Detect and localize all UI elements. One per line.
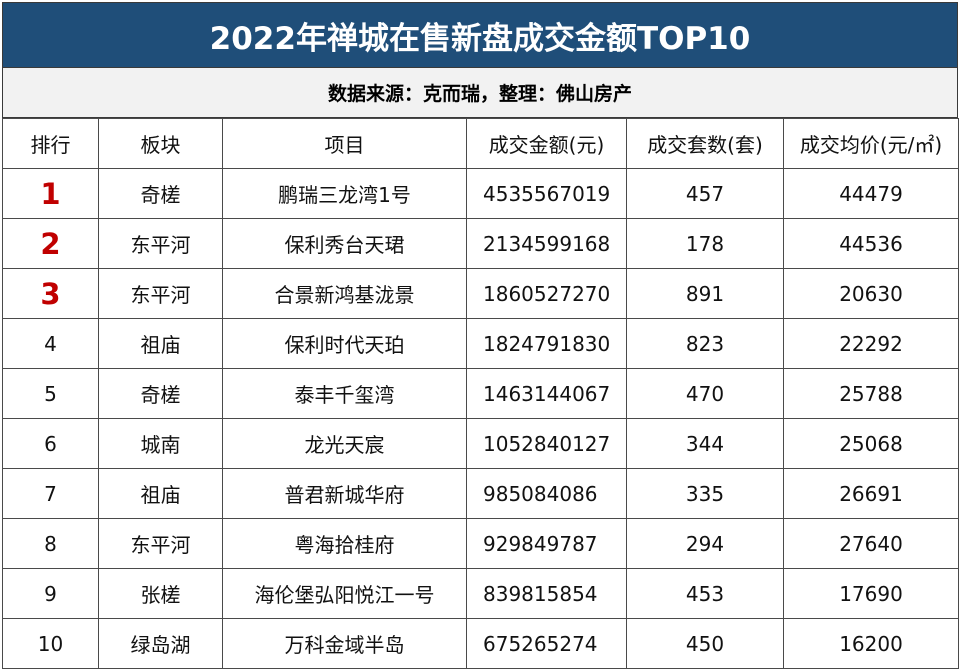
units-cell: 453 — [626, 568, 784, 619]
table-row: 9 张槎 海伦堡弘阳悦江一号 839815854 453 17690 — [2, 568, 959, 619]
header-rank: 排行 — [2, 118, 99, 169]
table-row: 4 祖庙 保利时代天珀 1824791830 823 22292 — [2, 318, 959, 369]
price-cell: 20630 — [783, 268, 959, 319]
table-row: 1 奇槎 鹏瑞三龙湾1号 4535567019 457 44479 — [2, 168, 959, 219]
rank-cell: 3 — [2, 268, 99, 319]
project-cell: 普君新城华府 — [222, 468, 467, 519]
project-cell: 万科金域半岛 — [222, 618, 467, 669]
table-row: 10 绿岛湖 万科金域半岛 675265274 450 16200 — [2, 618, 959, 669]
price-cell: 26691 — [783, 468, 959, 519]
project-cell: 保利时代天珀 — [222, 318, 467, 369]
header-project: 项目 — [222, 118, 467, 169]
amount-cell: 839815854 — [466, 568, 627, 619]
district-cell: 祖庙 — [98, 468, 223, 519]
price-cell: 27640 — [783, 518, 959, 569]
units-cell: 450 — [626, 618, 784, 669]
rank-cell: 5 — [2, 368, 99, 419]
rank-cell: 2 — [2, 218, 99, 269]
amount-cell: 2134599168 — [466, 218, 627, 269]
amount-cell: 675265274 — [466, 618, 627, 669]
table-row: 5 奇槎 泰丰千玺湾 1463144067 470 25788 — [2, 368, 959, 419]
project-cell: 保利秀台天珺 — [222, 218, 467, 269]
district-cell: 祖庙 — [98, 318, 223, 369]
table-title: 2022年禅城在售新盘成交金额TOP10 — [2, 2, 958, 68]
rank-cell: 10 — [2, 618, 99, 669]
amount-cell: 1824791830 — [466, 318, 627, 369]
project-cell: 鹏瑞三龙湾1号 — [222, 168, 467, 219]
price-cell: 25788 — [783, 368, 959, 419]
units-cell: 470 — [626, 368, 784, 419]
rank-cell: 8 — [2, 518, 99, 569]
header-district: 板块 — [98, 118, 223, 169]
project-cell: 海伦堡弘阳悦江一号 — [222, 568, 467, 619]
amount-cell: 1463144067 — [466, 368, 627, 419]
table-row: 2 东平河 保利秀台天珺 2134599168 178 44536 — [2, 218, 959, 269]
rank-cell: 6 — [2, 418, 99, 469]
district-cell: 城南 — [98, 418, 223, 469]
rank-cell: 1 — [2, 168, 99, 219]
units-cell: 294 — [626, 518, 784, 569]
amount-cell: 4535567019 — [466, 168, 627, 219]
price-cell: 17690 — [783, 568, 959, 619]
price-cell: 44479 — [783, 168, 959, 219]
project-cell: 泰丰千玺湾 — [222, 368, 467, 419]
table-row: 3 东平河 合景新鸿基泷景 1860527270 891 20630 — [2, 268, 959, 319]
table-row: 8 东平河 粤海拾桂府 929849787 294 27640 — [2, 518, 959, 569]
data-source-note: 数据来源：克而瑞，整理：佛山房产 — [2, 68, 958, 118]
amount-cell: 1860527270 — [466, 268, 627, 319]
price-cell: 22292 — [783, 318, 959, 369]
district-cell: 东平河 — [98, 518, 223, 569]
header-units: 成交套数(套) — [626, 118, 784, 169]
project-cell: 粤海拾桂府 — [222, 518, 467, 569]
district-cell: 张槎 — [98, 568, 223, 619]
units-cell: 335 — [626, 468, 784, 519]
district-cell: 奇槎 — [98, 168, 223, 219]
district-cell: 绿岛湖 — [98, 618, 223, 669]
header-amount: 成交金额(元) — [466, 118, 627, 169]
project-cell: 合景新鸿基泷景 — [222, 268, 467, 319]
header-avg-price: 成交均价(元/㎡) — [783, 118, 959, 169]
amount-cell: 1052840127 — [466, 418, 627, 469]
units-cell: 178 — [626, 218, 784, 269]
project-cell: 龙光天宸 — [222, 418, 467, 469]
price-cell: 44536 — [783, 218, 959, 269]
table-row: 6 城南 龙光天宸 1052840127 344 25068 — [2, 418, 959, 469]
amount-cell: 985084086 — [466, 468, 627, 519]
ranking-table: 排行 板块 项目 成交金额(元) 成交套数(套) 成交均价(元/㎡) 1 奇槎 … — [2, 118, 959, 669]
units-cell: 891 — [626, 268, 784, 319]
district-cell: 奇槎 — [98, 368, 223, 419]
price-cell: 16200 — [783, 618, 959, 669]
header-row: 排行 板块 项目 成交金额(元) 成交套数(套) 成交均价(元/㎡) — [2, 118, 959, 169]
rank-cell: 4 — [2, 318, 99, 369]
district-cell: 东平河 — [98, 218, 223, 269]
table-row: 7 祖庙 普君新城华府 985084086 335 26691 — [2, 468, 959, 519]
amount-cell: 929849787 — [466, 518, 627, 569]
district-cell: 东平河 — [98, 268, 223, 319]
rank-cell: 7 — [2, 468, 99, 519]
units-cell: 344 — [626, 418, 784, 469]
rank-cell: 9 — [2, 568, 99, 619]
units-cell: 823 — [626, 318, 784, 369]
price-cell: 25068 — [783, 418, 959, 469]
units-cell: 457 — [626, 168, 784, 219]
